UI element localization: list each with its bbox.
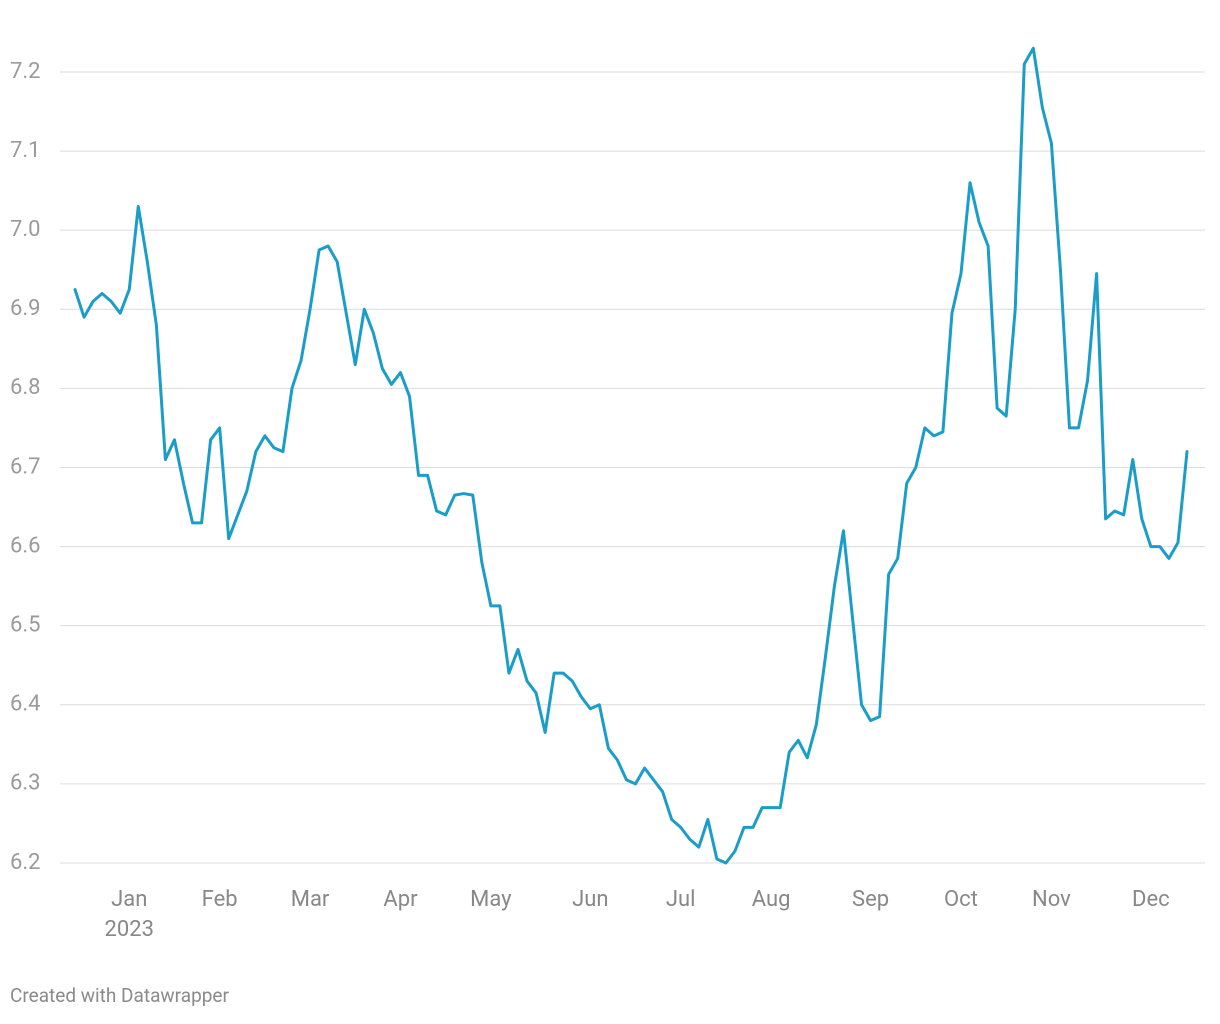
x-tick-label: Aug <box>752 887 791 912</box>
x-tick-label: May <box>470 887 512 912</box>
y-tick-label: 6.8 <box>10 375 41 400</box>
y-tick-label: 6.2 <box>10 850 41 875</box>
x-tick-label: Dec <box>1132 887 1170 912</box>
x-tick-label: Nov <box>1032 887 1071 912</box>
x-tick-label: Feb <box>202 887 238 912</box>
x-tick-label: Jul <box>666 887 696 912</box>
y-tick-label: 6.7 <box>10 454 41 479</box>
x-tick-label: Sep <box>852 887 889 912</box>
year-label: 2023 <box>105 917 154 942</box>
y-tick-label: 6.9 <box>10 296 41 321</box>
y-tick-label: 6.4 <box>10 692 41 717</box>
y-tick-label: 6.3 <box>10 771 41 796</box>
x-tick-label: Apr <box>383 887 418 912</box>
y-tick-label: 7.1 <box>10 138 41 163</box>
line <box>73 46 1189 865</box>
y-tick-label: 6.5 <box>10 612 41 637</box>
x-tick-label: Jan <box>111 887 147 912</box>
x-tick-label: Oct <box>944 887 978 912</box>
y-tick-label: 6.6 <box>10 533 41 558</box>
y-tick-label: 7.2 <box>10 59 41 84</box>
x-tick-label: Jun <box>572 887 608 912</box>
x-tick-label: Mar <box>291 887 330 912</box>
y-tick-label: 7.0 <box>10 217 41 242</box>
credit: Created with Datawrapper <box>10 984 229 1007</box>
